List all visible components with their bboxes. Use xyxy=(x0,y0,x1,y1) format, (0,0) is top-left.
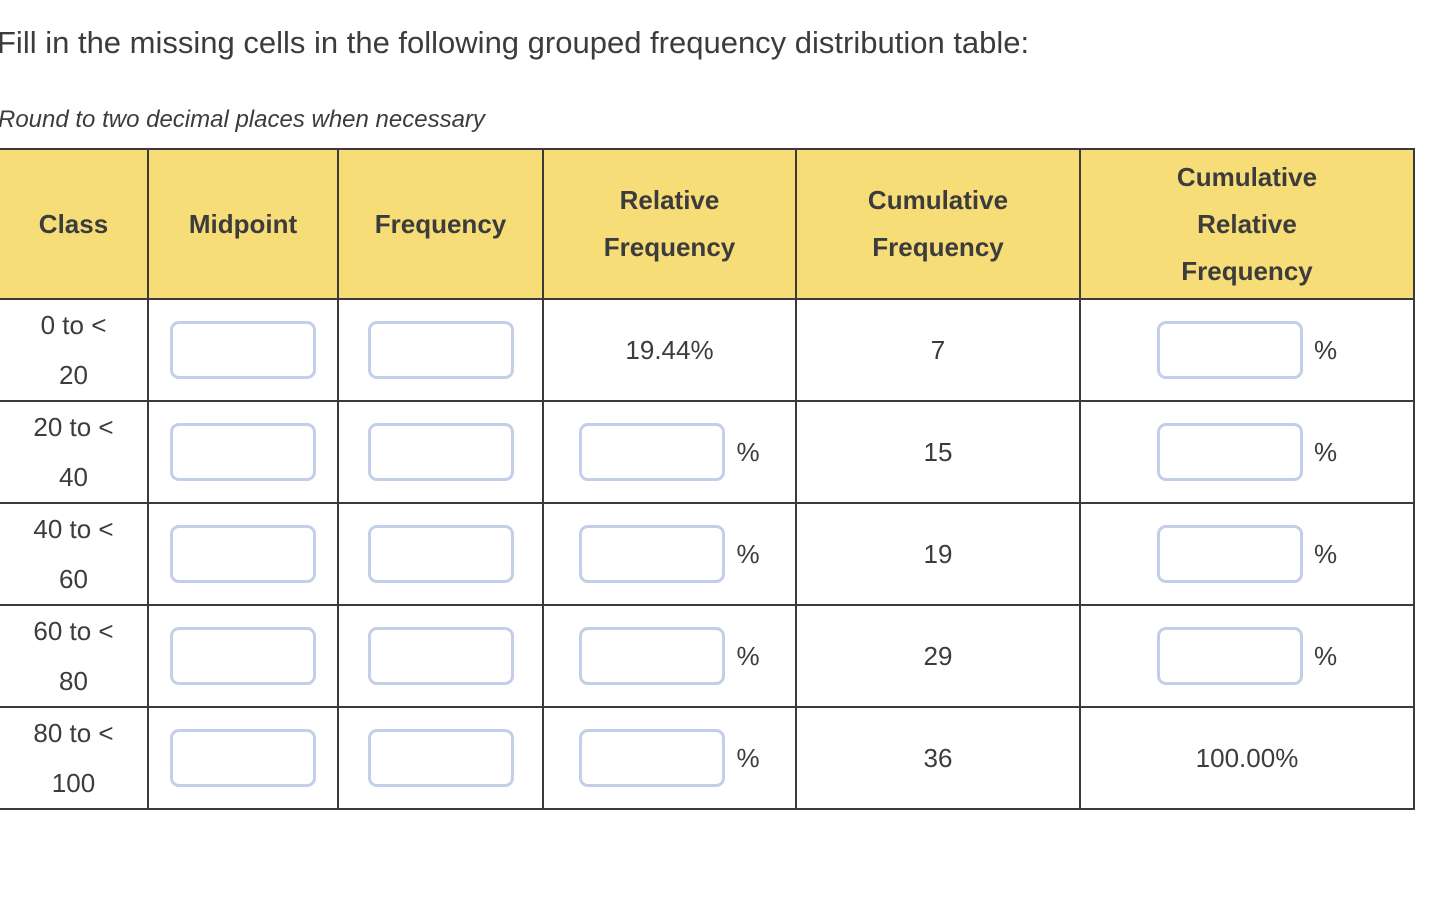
relative-frequency-cell: % xyxy=(542,400,797,504)
table-row: 80 to < 100 % 36 100.00% xyxy=(0,706,1415,810)
relative-frequency-cell: % xyxy=(542,502,797,606)
class-range-label: 20 to < 40 xyxy=(0,400,149,504)
relative-frequency-input[interactable] xyxy=(579,525,726,583)
midpoint-input[interactable] xyxy=(170,627,316,685)
column-header-midpoint: Midpoint xyxy=(147,148,339,300)
cumulative-relative-frequency-input[interactable] xyxy=(1156,423,1303,481)
percent-sign: % xyxy=(1313,334,1338,365)
midpoint-input[interactable] xyxy=(170,525,316,583)
relative-frequency-cell: % xyxy=(542,604,797,708)
relative-frequency-cell: 19.44% xyxy=(542,298,797,402)
midpoint-cell xyxy=(147,706,339,810)
percent-sign: % xyxy=(1313,538,1338,569)
relative-frequency-input[interactable] xyxy=(579,627,726,685)
header-row: Class Midpoint Frequency Relative Freque… xyxy=(0,148,1415,300)
cumulative-relative-frequency-cell: % xyxy=(1079,298,1415,402)
frequency-cell xyxy=(337,298,544,402)
cumulative-relative-frequency-input[interactable] xyxy=(1156,321,1303,379)
percent-sign: % xyxy=(736,742,760,773)
cumulative-relative-frequency-input[interactable] xyxy=(1156,525,1303,583)
table-row: 60 to < 80 % 29 xyxy=(0,604,1415,708)
midpoint-cell xyxy=(147,400,339,504)
cumulative-relative-frequency-input[interactable] xyxy=(1156,627,1303,685)
percent-sign: % xyxy=(736,640,760,671)
percent-sign: % xyxy=(736,436,760,467)
cumulative-relative-frequency-cell: 100.00% xyxy=(1079,706,1415,810)
class-range-label: 60 to < 80 xyxy=(0,604,149,708)
percent-sign: % xyxy=(1313,436,1338,467)
frequency-input[interactable] xyxy=(367,321,514,379)
column-header-cumulative-frequency: Cumulative Frequency xyxy=(795,148,1081,300)
frequency-input[interactable] xyxy=(367,423,514,481)
column-header-frequency: Frequency xyxy=(337,148,544,300)
cumulative-relative-frequency-value: 100.00% xyxy=(1195,742,1299,773)
relative-frequency-value: 19.44% xyxy=(625,334,714,365)
cumulative-frequency-cell: 15 xyxy=(795,400,1081,504)
relative-frequency-input[interactable] xyxy=(579,729,726,787)
percent-sign: % xyxy=(1313,640,1338,671)
percent-sign: % xyxy=(736,538,760,569)
cumulative-frequency-cell: 19 xyxy=(795,502,1081,606)
frequency-cell xyxy=(337,706,544,810)
frequency-cell xyxy=(337,502,544,606)
cumulative-frequency-value: 29 xyxy=(923,640,953,671)
class-range-label: 0 to < 20 xyxy=(0,298,149,402)
midpoint-cell xyxy=(147,502,339,606)
cumulative-frequency-cell: 36 xyxy=(795,706,1081,810)
class-range-label: 80 to < 100 xyxy=(0,706,149,810)
column-header-relative-frequency: Relative Frequency xyxy=(542,148,797,300)
frequency-cell xyxy=(337,400,544,504)
frequency-cell xyxy=(337,604,544,708)
midpoint-input[interactable] xyxy=(170,423,316,481)
frequency-input[interactable] xyxy=(367,525,514,583)
cumulative-frequency-cell: 29 xyxy=(795,604,1081,708)
column-header-cumulative-relative-frequency: Cumulative Relative Frequency xyxy=(1079,148,1415,300)
frequency-input[interactable] xyxy=(367,627,514,685)
rounding-note: Round to two decimal places when necessa… xyxy=(0,106,485,133)
frequency-distribution-table: Class Midpoint Frequency Relative Freque… xyxy=(0,148,1415,810)
midpoint-cell xyxy=(147,298,339,402)
cumulative-frequency-value: 36 xyxy=(923,742,953,773)
cumulative-relative-frequency-cell: % xyxy=(1079,400,1415,504)
cumulative-relative-frequency-cell: % xyxy=(1079,502,1415,606)
column-header-class: Class xyxy=(0,148,149,300)
table-row: 40 to < 60 % 19 xyxy=(0,502,1415,606)
table-row: 0 to < 20 19.44% 7 % xyxy=(0,298,1415,402)
page-title: Fill in the missing cells in the followi… xyxy=(0,25,1030,60)
midpoint-input[interactable] xyxy=(170,321,316,379)
relative-frequency-input[interactable] xyxy=(579,423,726,481)
class-range-label: 40 to < 60 xyxy=(0,502,149,606)
cumulative-frequency-value: 15 xyxy=(923,436,953,467)
cumulative-frequency-value: 7 xyxy=(930,334,946,365)
cumulative-relative-frequency-cell: % xyxy=(1079,604,1415,708)
frequency-input[interactable] xyxy=(367,729,514,787)
relative-frequency-cell: % xyxy=(542,706,797,810)
midpoint-input[interactable] xyxy=(170,729,316,787)
cumulative-frequency-cell: 7 xyxy=(795,298,1081,402)
cumulative-frequency-value: 19 xyxy=(923,538,953,569)
midpoint-cell xyxy=(147,604,339,708)
table-row: 20 to < 40 % 15 xyxy=(0,400,1415,504)
